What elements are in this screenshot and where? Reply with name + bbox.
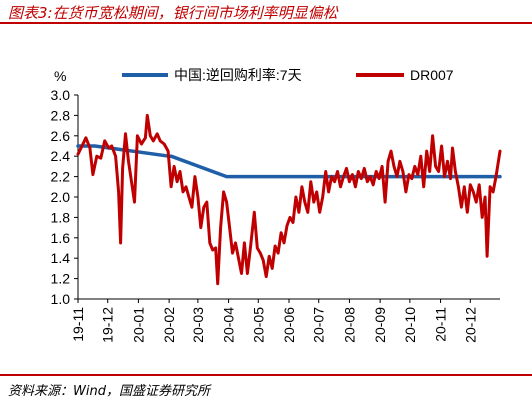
x-tick-label: 20-01	[130, 307, 146, 343]
series-line-dr007	[76, 113, 502, 286]
y-tick-label: 1.2	[51, 271, 71, 287]
x-tick-label: 20-05	[250, 307, 266, 343]
x-tick-label: 20-07	[311, 307, 327, 343]
y-tick-label: 2.2	[51, 169, 71, 185]
x-tick-label: 20-11	[433, 307, 449, 342]
x-tick-label: 20-08	[341, 307, 357, 343]
y-tick-label: 1.4	[51, 250, 71, 266]
x-tick-label: 20-03	[190, 307, 206, 343]
y-axis-unit: %	[54, 68, 66, 84]
chart-axes: % 3.0 2.8 2.6 2.4 2.2 2.0 1.8 1.6 1.4 1.2 1.019-11 1…	[51, 68, 500, 343]
source-note: 资料来源：Wind，国盛证券研究所	[8, 384, 210, 399]
x-tick-label: 19-11	[70, 307, 86, 342]
y-tick-label: 2.6	[51, 128, 71, 144]
series-line-reverse-repo	[76, 144, 502, 179]
y-tick-label: 1.6	[51, 230, 71, 246]
x-tick-label: 20-06	[281, 307, 297, 343]
x-tick-label: 19-12	[100, 307, 116, 343]
footer-divider	[0, 374, 532, 376]
x-tick-label: 20-12	[462, 307, 478, 343]
title-divider	[0, 22, 532, 24]
x-tick-label: 20-10	[402, 307, 418, 343]
figure-title: 图表3:在货币宽松期间，银行间市场利率明显偏松	[8, 4, 338, 22]
x-tick-label: 20-02	[161, 307, 177, 343]
legend-item-dr007-label: DR007	[410, 67, 454, 83]
y-tick-label: 2.4	[51, 148, 71, 164]
legend-item-reverse-repo-label: 中国:逆回购利率:7天	[174, 67, 302, 83]
y-tick-label: 1.8	[51, 209, 71, 225]
y-tick-label: 1.0	[51, 291, 71, 307]
x-tick-label: 20-04	[221, 307, 237, 343]
y-tick-label: 2.0	[51, 189, 71, 205]
x-tick-label: 20-09	[372, 307, 388, 343]
series-layer	[76, 113, 502, 286]
y-tick-label: 2.8	[51, 107, 71, 123]
y-tick-label: 3.0	[51, 87, 71, 103]
chart-legend: 中国:逆回购利率:7天 DR007	[122, 67, 454, 83]
